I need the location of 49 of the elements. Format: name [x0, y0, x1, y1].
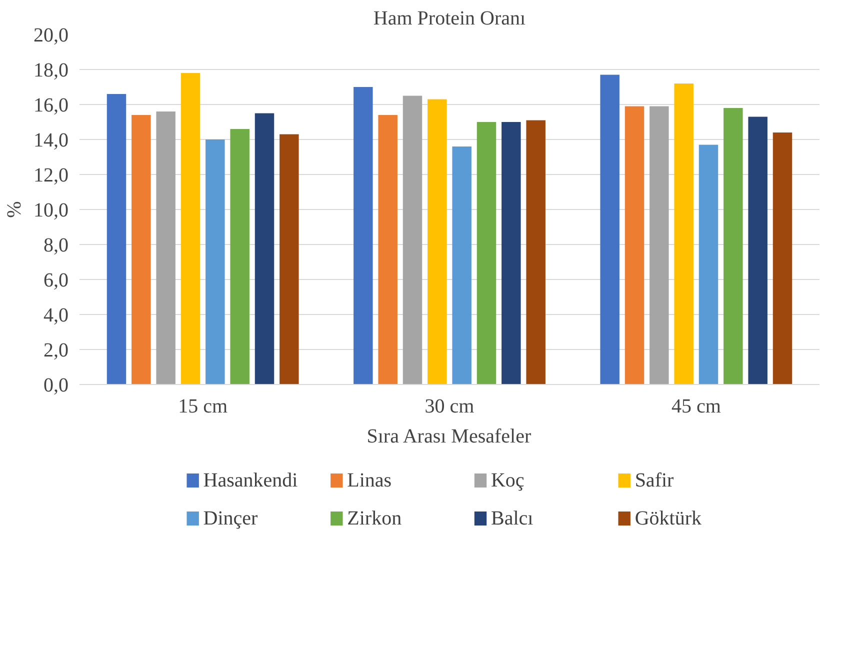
bar	[502, 122, 521, 384]
bar	[280, 134, 299, 384]
legend-label: Dinçer	[203, 508, 258, 530]
bar	[402, 96, 422, 384]
bar	[624, 106, 644, 384]
y-tick-label: 14,0	[34, 130, 68, 152]
bar	[698, 144, 718, 384]
y-tick-label: 10,0	[34, 200, 68, 222]
y-tick-label: 8,0	[44, 234, 68, 256]
legend-label: Zirkon	[347, 508, 402, 530]
x-axis-title: Sıra Arası Mesafeler	[366, 426, 532, 448]
bar	[106, 94, 126, 384]
bar	[724, 108, 743, 384]
y-tick-label: 12,0	[34, 164, 68, 186]
x-tick-label: 45 cm	[671, 396, 722, 418]
legend-label: Linas	[347, 470, 392, 492]
bar	[772, 132, 792, 384]
y-tick-label: 6,0	[44, 270, 68, 292]
y-tick-label: 0,0	[44, 374, 68, 396]
legend-label: Göktürk	[634, 508, 702, 530]
y-tick-label: 18,0	[34, 60, 68, 82]
legend-label: Balcı	[490, 508, 534, 530]
bar	[452, 146, 472, 384]
bar	[230, 129, 250, 384]
y-tick-label: 16,0	[34, 94, 68, 116]
y-axis-title: %	[4, 201, 26, 218]
bar	[748, 116, 768, 384]
legend-label: Koç	[490, 470, 524, 492]
bar	[600, 74, 620, 384]
bar	[206, 140, 225, 384]
bar	[650, 106, 669, 384]
bar	[476, 122, 496, 384]
bar	[354, 87, 373, 384]
chart-title: Ham Protein Oranı	[373, 8, 526, 30]
y-tick-label: 20,0	[34, 24, 68, 46]
bar	[132, 115, 151, 384]
bar	[378, 115, 398, 384]
bar	[674, 84, 694, 384]
legend-label: Hasankendi	[203, 470, 298, 492]
y-tick-label: 4,0	[44, 304, 68, 326]
bar	[428, 99, 447, 384]
x-tick-label: 30 cm	[424, 396, 475, 418]
bar	[526, 120, 546, 384]
bar	[254, 113, 274, 384]
bar	[156, 112, 176, 384]
y-tick-label: 2,0	[44, 340, 68, 362]
bar	[180, 73, 200, 384]
legend-label: Safir	[634, 470, 674, 492]
x-tick-label: 15 cm	[178, 396, 228, 418]
